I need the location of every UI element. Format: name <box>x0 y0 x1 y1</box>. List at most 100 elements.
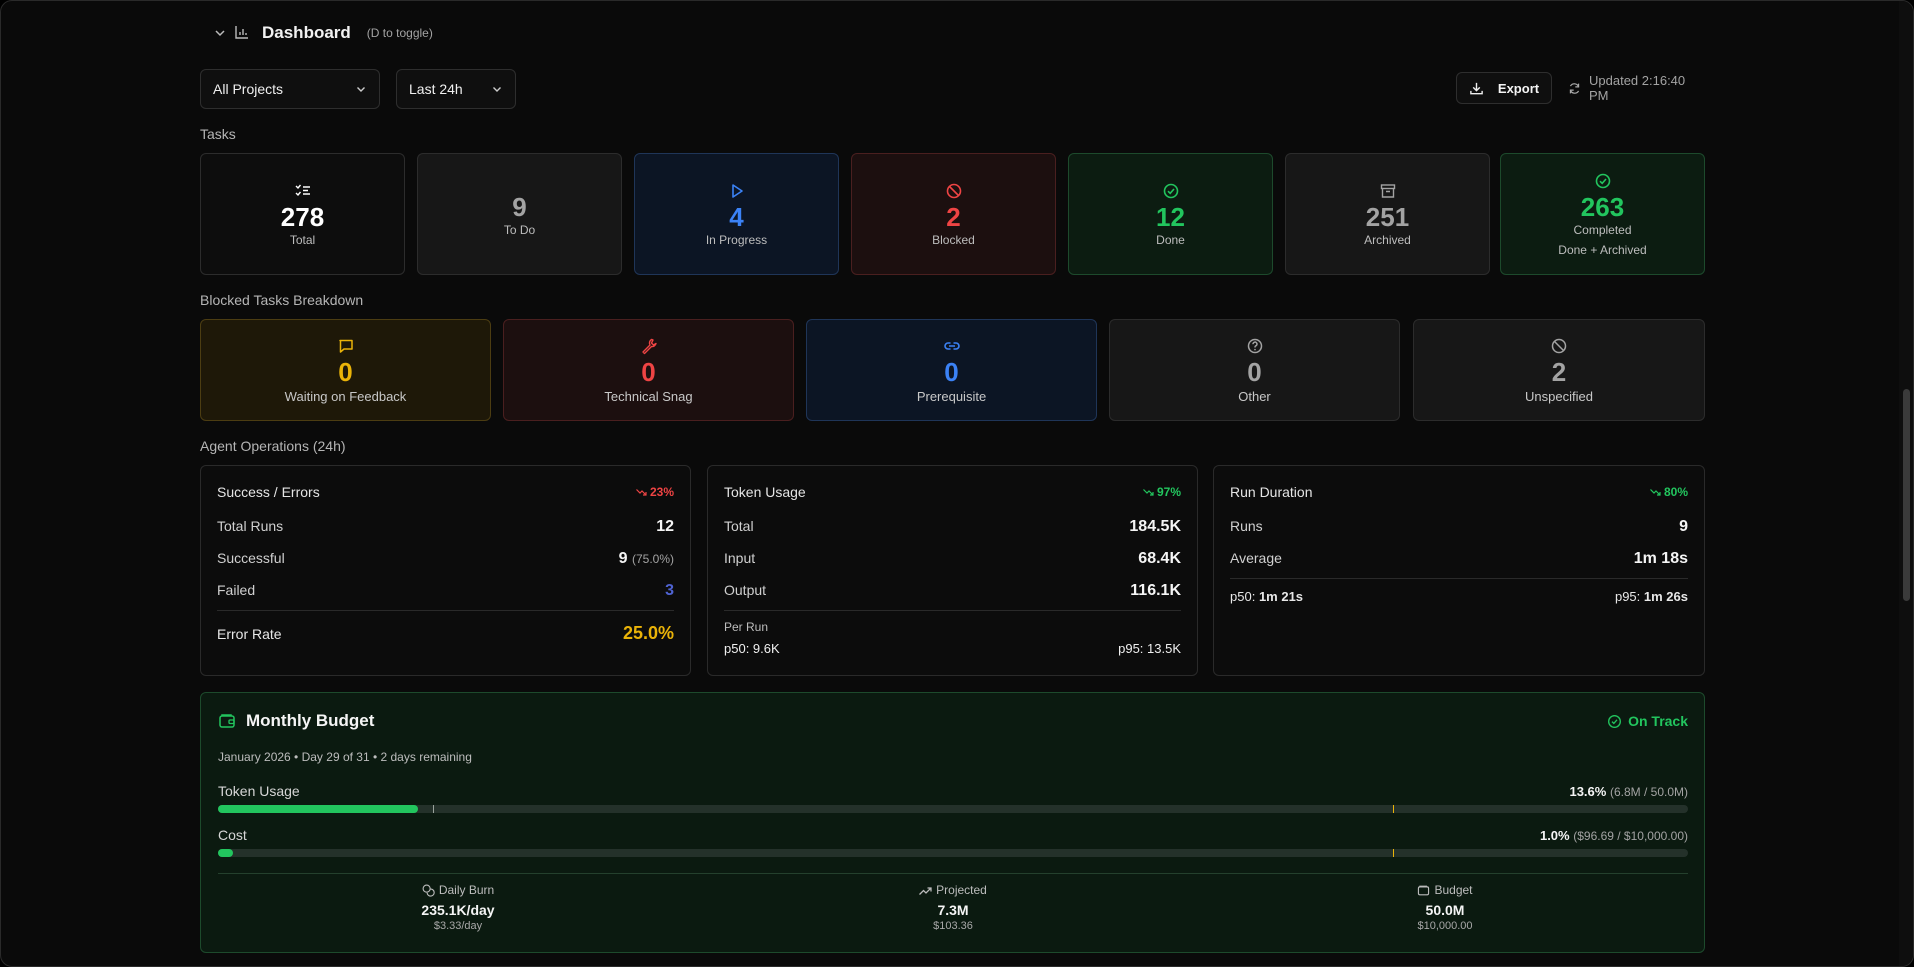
divider <box>724 610 1181 611</box>
blocked-count: 0 <box>1247 356 1262 387</box>
blocked-card-prerequisite[interactable]: 0 Prerequisite <box>806 319 1097 421</box>
token-usage-percent: 13.6% <box>1569 784 1607 799</box>
task-card-in-progress[interactable]: 4 In Progress <box>634 153 839 275</box>
blocked-label: Other <box>1238 388 1271 404</box>
p50-tokens: p50: 9.6K <box>724 641 780 656</box>
total-runs-value: 12 <box>656 518 674 535</box>
blocked-card-waiting-feedback[interactable]: 0 Waiting on Feedback <box>200 319 491 421</box>
trend-badge: 80% <box>1650 485 1688 499</box>
runs-value: 9 <box>1679 518 1688 535</box>
daily-burn-cost: $3.33/day <box>433 920 483 932</box>
blocked-label: Technical Snag <box>604 388 693 404</box>
chevron-down-icon[interactable] <box>212 25 228 41</box>
task-label: Completed <box>1573 222 1632 237</box>
archive-icon <box>1379 182 1397 200</box>
budget-period: January 2026 • Day 29 of 31 • 2 days rem… <box>218 750 472 764</box>
token-usage-card: Token Usage 97% Total 184.5K Input 68.4K O… <box>707 465 1198 676</box>
download-icon <box>1469 81 1484 96</box>
output-tokens-label: Output <box>724 582 767 598</box>
time-range-value: Last 24h <box>409 81 463 97</box>
trend-value: 80% <box>1663 485 1688 499</box>
input-tokens-label: Input <box>724 550 756 566</box>
task-card-blocked[interactable]: 2 Blocked <box>851 153 1056 275</box>
monthly-budget-card: Monthly Budget On Track January 2026 • D… <box>200 692 1705 953</box>
warning-marker <box>1393 849 1394 857</box>
budget-cost: $10,000.00 <box>1417 920 1473 932</box>
token-usage-label: Token Usage <box>218 783 300 799</box>
scrollbar-thumb[interactable] <box>1903 389 1910 601</box>
ban-icon <box>1550 337 1568 355</box>
blocked-card-other[interactable]: 0 Other <box>1109 319 1400 421</box>
refresh-icon[interactable] <box>1568 82 1581 95</box>
export-label: Export <box>1497 80 1540 96</box>
budget-title: Monthly Budget <box>246 711 375 730</box>
blocked-count: 2 <box>1551 356 1567 387</box>
error-rate-label: Error Rate <box>217 626 282 642</box>
blocked-label: Prerequisite <box>916 388 987 404</box>
task-count: 4 <box>729 201 744 232</box>
blocked-card-technical-snag[interactable]: 0 Technical Snag <box>503 319 794 421</box>
page-title: Dashboard <box>262 23 351 42</box>
trending-down-icon <box>636 488 647 497</box>
card-title: Token Usage <box>724 484 806 500</box>
export-button[interactable]: Export <box>1456 72 1552 104</box>
budget-stat: Budget 50.0M $10,000.00 <box>1295 883 1595 932</box>
daily-burn-value: 235.1K/day <box>421 902 495 918</box>
task-card-archived[interactable]: 251 Archived <box>1285 153 1490 275</box>
task-label: Archived <box>1364 232 1411 247</box>
projected-cost: $103.36 <box>933 920 973 932</box>
projected-label: Projected <box>936 883 987 897</box>
wallet-icon <box>1417 884 1430 897</box>
budget-status-text: On Track <box>1628 713 1688 729</box>
p95-tokens: p95: 13.5K <box>1118 641 1181 656</box>
trend-value: 97% <box>1156 485 1181 499</box>
trend-value: 23% <box>649 485 674 499</box>
divider <box>217 610 674 611</box>
last-updated[interactable]: Updated 2:16:40 PM <box>1568 72 1705 104</box>
scrollbar[interactable] <box>1899 1 1913 966</box>
task-card-completed[interactable]: 263 Completed Done + Archived <box>1500 153 1705 275</box>
project-select[interactable]: All Projects <box>200 69 380 109</box>
cost-fill <box>218 849 233 857</box>
daily-burn-label: Daily Burn <box>438 883 495 897</box>
cost-bar <box>218 849 1688 857</box>
p95-duration-value: 1m 26s <box>1643 589 1688 604</box>
blocked-section-label: Blocked Tasks Breakdown <box>200 292 364 308</box>
tasks-section-label: Tasks <box>200 126 236 142</box>
message-square-icon <box>337 337 355 355</box>
trending-up-icon <box>919 885 932 896</box>
total-tokens-label: Total <box>724 518 754 534</box>
total-runs-label: Total Runs <box>217 518 284 534</box>
task-label: In Progress <box>705 232 768 247</box>
per-run-label: Per Run <box>724 620 769 634</box>
task-card-todo[interactable]: 9 To Do <box>417 153 622 275</box>
budget-status: On Track <box>1607 713 1688 729</box>
bar-chart-icon <box>234 24 252 42</box>
task-card-total[interactable]: 278 Total <box>200 153 405 275</box>
failed-value[interactable]: 3 <box>665 582 674 599</box>
task-label: Done <box>1156 232 1185 247</box>
cost-label: Cost <box>218 827 247 843</box>
trending-down-icon <box>1650 488 1661 497</box>
token-usage-fill <box>218 805 418 813</box>
blocked-count: 0 <box>944 356 959 387</box>
blocked-count: 0 <box>338 356 353 387</box>
cost-percent: 1.0% <box>1539 828 1570 843</box>
blocked-card-unspecified[interactable]: 2 Unspecified <box>1413 319 1705 421</box>
successful-percent: (75.0%) <box>631 552 674 566</box>
task-label: To Do <box>503 222 536 237</box>
time-range-select[interactable]: Last 24h <box>396 69 516 109</box>
task-count: 278 <box>280 201 325 232</box>
task-count: 263 <box>1580 191 1625 222</box>
toolbar: All Projects Last 24h Export Updated 2:1… <box>200 69 1705 109</box>
daily-burn-stat: Daily Burn 235.1K/day $3.33/day <box>308 883 608 932</box>
average-value: 1m 18s <box>1633 550 1688 567</box>
link-icon <box>943 337 961 355</box>
dashboard-header[interactable]: Dashboard (D to toggle) <box>200 20 433 46</box>
check-circle-icon <box>1162 182 1180 200</box>
ban-icon <box>945 182 963 200</box>
task-card-done[interactable]: 12 Done <box>1068 153 1273 275</box>
trending-down-icon <box>1143 488 1154 497</box>
check-circle-icon <box>1594 172 1612 190</box>
toggle-hint: (D to toggle) <box>366 26 433 40</box>
